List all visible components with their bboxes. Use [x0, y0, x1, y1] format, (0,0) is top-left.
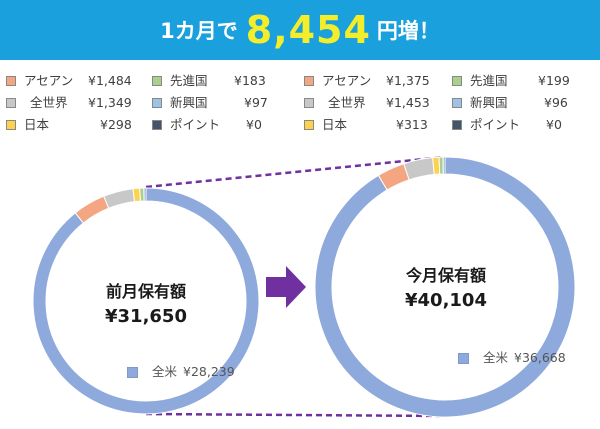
zoom-line-bottom — [145, 412, 445, 418]
legend-name: 全世界 — [30, 95, 68, 110]
header-suffix: 円増！ — [376, 19, 440, 43]
main-legend-after: 全米 ¥36,668 — [458, 347, 566, 366]
legend-value: ¥0 — [546, 117, 562, 132]
legend-value: ¥199 — [538, 73, 570, 88]
legend-value: ¥96 — [544, 95, 568, 110]
legend-swatch — [452, 98, 462, 108]
legend-name: ポイント — [470, 117, 521, 132]
donut-slice-全米 — [314, 156, 576, 418]
main-legend-before: 全米 ¥28,239 — [127, 361, 235, 380]
main-legend-value: ¥36,668 — [514, 350, 566, 365]
legend-swatch — [127, 367, 138, 378]
legend-value: ¥298 — [100, 117, 132, 132]
main-legend-name: 全米 — [152, 364, 178, 379]
legend-swatch — [304, 120, 314, 130]
legend-swatch — [452, 76, 462, 86]
legend-swatch — [304, 76, 314, 86]
legend-name: 全世界 — [328, 95, 366, 110]
legend-value: ¥1,375 — [386, 73, 430, 88]
header-banner: 1カ月で 8,454 円増！ — [0, 0, 600, 60]
legend-name: 日本 — [24, 117, 50, 132]
legend-name: 先進国 — [170, 73, 208, 88]
legend-value: ¥1,349 — [88, 95, 132, 110]
donut-slice-全米 — [32, 187, 260, 415]
main-legend-value: ¥28,239 — [183, 364, 235, 379]
legend-value: ¥97 — [244, 95, 268, 110]
donut-after — [314, 156, 576, 418]
total-before-value: ¥31,650 — [105, 306, 187, 327]
legend-swatch — [458, 353, 469, 364]
legend-swatch — [152, 98, 162, 108]
legend-swatch — [452, 120, 462, 130]
total-after-label: 今月保有額 — [405, 266, 486, 285]
legend-value: ¥0 — [246, 117, 262, 132]
main-legend-name: 全米 — [483, 350, 509, 365]
legend-value: ¥183 — [234, 73, 266, 88]
legend-name: アセアン — [24, 73, 74, 88]
legend-name: 日本 — [322, 117, 348, 132]
legend-swatch — [152, 120, 162, 130]
donut-before — [32, 187, 260, 415]
legend-name: 先進国 — [470, 73, 508, 88]
total-before: 前月保有額 ¥31,650 — [86, 278, 206, 327]
legend-swatch — [6, 76, 16, 86]
total-after: 今月保有額 ¥40,104 — [376, 262, 516, 311]
legend-value: ¥313 — [396, 117, 428, 132]
donut-slice-全世界 — [103, 188, 136, 209]
legend-swatch — [304, 98, 314, 108]
legend-name: アセアン — [322, 73, 372, 88]
header-prefix: 1カ月で — [160, 19, 238, 43]
legend-swatch — [152, 76, 162, 86]
legend-name: 新興国 — [170, 95, 208, 110]
legend-value: ¥1,453 — [386, 95, 430, 110]
total-after-value: ¥40,104 — [405, 290, 487, 311]
header-amount: 8,454 — [245, 8, 371, 52]
legend-swatch — [6, 98, 16, 108]
legend-value: ¥1,484 — [88, 73, 132, 88]
arrow-icon — [266, 266, 306, 308]
total-before-label: 前月保有額 — [105, 282, 186, 301]
legend-name: 新興国 — [470, 95, 508, 110]
legend-name: ポイント — [170, 117, 221, 132]
legend-swatch — [6, 120, 16, 130]
